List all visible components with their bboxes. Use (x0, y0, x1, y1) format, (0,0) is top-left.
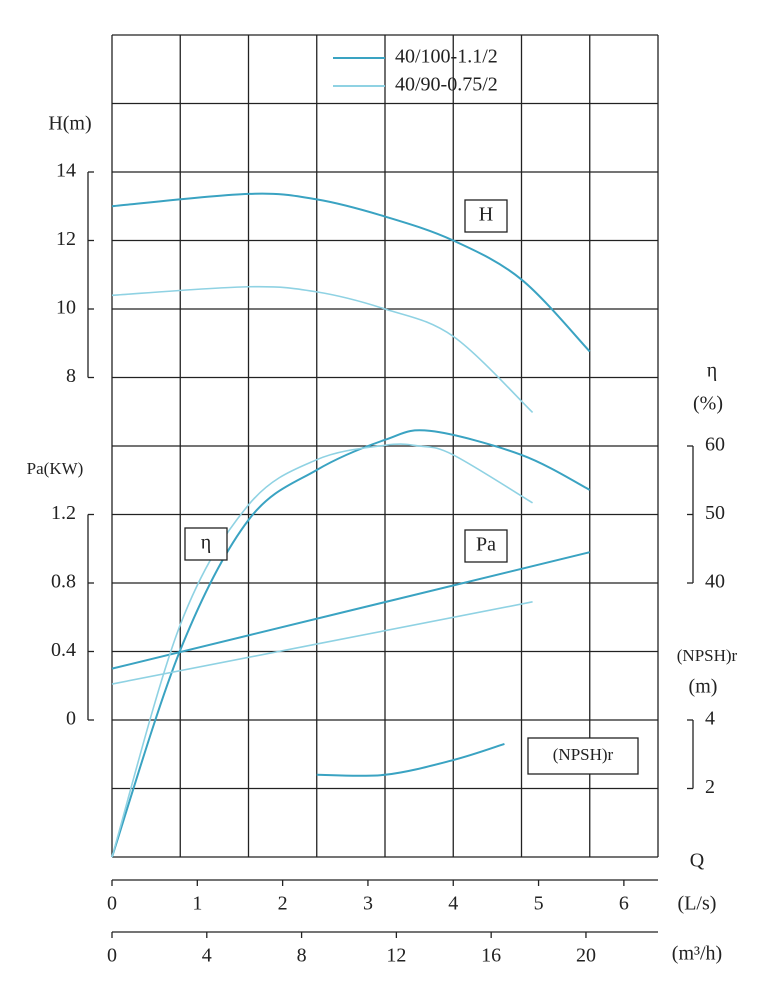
curve-Pa (111, 601, 533, 685)
x-tick-label: 3 (363, 893, 373, 915)
x-tick-label: 0 (107, 945, 117, 967)
x-tick-label: 16 (481, 945, 501, 967)
curve-H (111, 285, 534, 414)
y-tick-label: 8 (66, 365, 76, 387)
curve-npsh (316, 743, 505, 777)
y-tick-label: 12 (56, 228, 76, 250)
x-tick-label: 12 (386, 945, 406, 967)
curve-label: (NPSH)r (553, 745, 614, 764)
x-axis-unit: (L/s) (678, 893, 717, 915)
x-tick-label: 0 (107, 893, 117, 915)
curve-Pa (111, 551, 590, 670)
x-tick-label: 5 (534, 893, 544, 915)
x-tick-label: 4 (202, 945, 212, 967)
y-axis-label: η (707, 360, 717, 382)
legend-label: 40/100-1.1/2 (395, 46, 498, 68)
y-tick-label: 14 (56, 160, 76, 182)
y-tick-label: 1.2 (51, 502, 76, 524)
curve-label: H (479, 204, 493, 226)
curve-label-box (464, 199, 508, 233)
y-tick-label: 4 (705, 708, 715, 730)
y-tick-label: 0.8 (51, 571, 76, 593)
y-axis-label: H(m) (48, 113, 91, 135)
curve-H (111, 192, 591, 353)
y-axis-unit: (m) (689, 676, 718, 698)
curve-label-box (464, 529, 508, 563)
x-axis-label: Q (690, 850, 705, 872)
x-axis-unit: (m³/h) (672, 943, 722, 965)
curve-eta (111, 443, 534, 858)
y-tick-label: 10 (56, 297, 76, 319)
y-axis-label: (NPSH)r (677, 646, 738, 665)
curve-label: Pa (476, 534, 496, 556)
x-tick-label: 1 (192, 893, 202, 915)
x-tick-label: 2 (278, 893, 288, 915)
curve-label-box (527, 737, 639, 775)
curve-label: η (201, 532, 211, 554)
y-tick-label: 0.4 (51, 639, 76, 661)
y-tick-label: 50 (705, 502, 725, 524)
y-tick-label: 0 (66, 708, 76, 730)
curve-eta (111, 429, 591, 858)
y-axis-label: Pa(KW) (27, 459, 84, 478)
x-tick-label: 4 (448, 893, 458, 915)
x-tick-label: 20 (576, 945, 596, 967)
y-tick-label: 60 (705, 434, 725, 456)
x-tick-label: 6 (619, 893, 629, 915)
curve-label-box (184, 527, 228, 561)
x-tick-label: 8 (297, 945, 307, 967)
y-tick-label: 2 (705, 776, 715, 798)
y-tick-label: 40 (705, 571, 725, 593)
legend-label: 40/90-0.75/2 (395, 74, 498, 96)
plot-area (111, 192, 591, 858)
y-axis-unit: (%) (693, 393, 723, 415)
